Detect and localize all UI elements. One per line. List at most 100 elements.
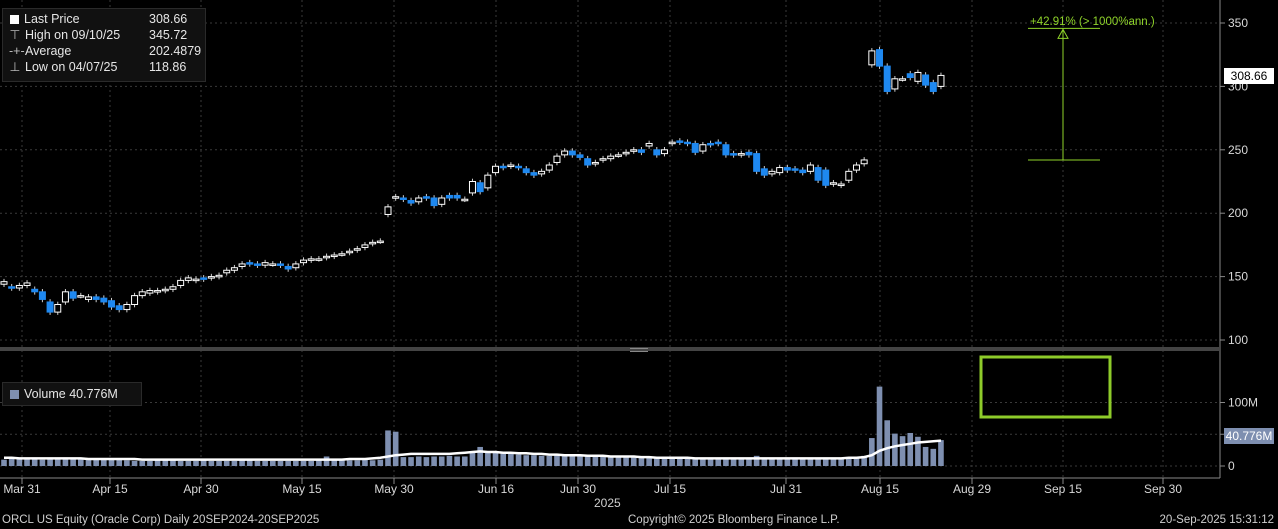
volume-bar bbox=[830, 458, 837, 466]
candle-body bbox=[783, 167, 791, 171]
volume-bar bbox=[907, 432, 914, 466]
volume-bar bbox=[515, 454, 522, 466]
candle-body bbox=[492, 165, 500, 174]
candle-body bbox=[353, 248, 361, 251]
volume-bar bbox=[323, 456, 330, 466]
volume-bar bbox=[884, 420, 890, 466]
candle-body bbox=[61, 291, 69, 303]
volume-bar bbox=[546, 455, 553, 466]
volume-bar bbox=[262, 460, 268, 466]
candle-body bbox=[614, 154, 622, 157]
x-tick-label: Sep 15 bbox=[1044, 482, 1082, 496]
volume-bar bbox=[469, 452, 476, 466]
x-tick-label: Mar 31 bbox=[3, 482, 41, 496]
footer-copyright: Copyright© 2025 Bloomberg Finance L.P. bbox=[628, 514, 840, 526]
candle-body bbox=[146, 290, 154, 294]
volume-bar bbox=[1, 459, 7, 466]
price-tick-label: 250 bbox=[1228, 143, 1248, 157]
candle-body bbox=[515, 165, 523, 169]
legend-last-value: 308.66 bbox=[149, 12, 188, 26]
candle-body bbox=[169, 286, 177, 290]
panel-resize-grip[interactable] bbox=[630, 348, 648, 352]
volume-bar bbox=[446, 455, 453, 466]
volume-bar bbox=[715, 458, 722, 466]
volume-bar bbox=[308, 460, 314, 466]
candle-body bbox=[899, 78, 907, 81]
volume-bar bbox=[254, 460, 261, 466]
candle-body bbox=[184, 277, 192, 281]
candle-body bbox=[161, 288, 169, 292]
volume-bar bbox=[838, 458, 844, 466]
chart-canvas: +42.91% (> 1000%ann.) 100150200250300350… bbox=[0, 0, 1258, 496]
candle-body bbox=[937, 74, 945, 87]
candle-body bbox=[123, 303, 131, 311]
candle-body bbox=[745, 151, 753, 156]
candle-body bbox=[538, 170, 546, 175]
panel-divider[interactable] bbox=[0, 347, 1220, 351]
candle-body bbox=[860, 159, 868, 165]
candle-body bbox=[200, 277, 208, 280]
candle-body bbox=[653, 149, 661, 156]
volume-bar bbox=[738, 459, 745, 466]
price-legend: Last Price 308.66 ⊤ High on 09/10/25 345.… bbox=[2, 8, 206, 82]
volume-bar bbox=[8, 457, 15, 466]
volume-bar bbox=[339, 459, 345, 466]
volume-bar bbox=[200, 460, 207, 466]
x-tick-label: Apr 15 bbox=[92, 482, 128, 496]
volume-bar bbox=[78, 459, 84, 466]
candle-body bbox=[814, 167, 822, 181]
volume-bar bbox=[70, 459, 76, 466]
volume-bar bbox=[922, 446, 929, 466]
candle-body bbox=[737, 153, 745, 156]
volume-bar bbox=[646, 457, 652, 466]
volume-tick-label: 0 bbox=[1228, 459, 1235, 473]
candle-body bbox=[192, 278, 200, 282]
volume-bar bbox=[131, 460, 138, 466]
volume-bar bbox=[692, 458, 698, 466]
volume-average-line bbox=[4, 439, 942, 461]
candle-body bbox=[776, 167, 784, 174]
volume-bar bbox=[177, 460, 184, 466]
low-marker-icon: ⊥ bbox=[9, 60, 21, 74]
volume-bar bbox=[846, 458, 852, 466]
volume-bar bbox=[807, 459, 814, 466]
volume-bar bbox=[508, 453, 514, 466]
volume-bar bbox=[538, 455, 545, 466]
candle-body bbox=[384, 206, 392, 215]
volume-bar bbox=[285, 460, 291, 466]
volume-bar bbox=[62, 458, 69, 466]
x-axis-year: 2025 bbox=[594, 496, 621, 510]
candle-body bbox=[323, 255, 331, 259]
candle-body bbox=[108, 300, 116, 308]
candle-body bbox=[676, 140, 684, 143]
candle-body bbox=[230, 267, 238, 271]
candle-body bbox=[868, 50, 876, 66]
volume-bar bbox=[47, 458, 53, 466]
volume-bar bbox=[462, 456, 468, 466]
candle-body bbox=[445, 194, 453, 199]
volume-bar bbox=[753, 455, 760, 466]
candle-body bbox=[154, 290, 162, 293]
candle-body bbox=[77, 295, 85, 298]
volume-bar bbox=[54, 458, 61, 466]
legend-last-price: Last Price bbox=[9, 12, 80, 27]
volume-bar bbox=[423, 457, 430, 466]
annotation-arrow-icon bbox=[1057, 28, 1069, 39]
candle-body bbox=[599, 158, 607, 161]
last-price-tag: 308.66 bbox=[1224, 68, 1274, 84]
volume-bar bbox=[630, 457, 637, 466]
volume-bar bbox=[892, 433, 898, 466]
volume-bar bbox=[707, 458, 714, 466]
volume-bar bbox=[431, 456, 437, 466]
candle-body bbox=[522, 168, 530, 174]
candle-body bbox=[630, 149, 638, 152]
candle-body bbox=[69, 291, 77, 299]
candle-body bbox=[54, 303, 62, 313]
volume-bar bbox=[392, 431, 399, 466]
volume-bar bbox=[124, 460, 130, 466]
candle-body bbox=[760, 168, 768, 176]
volume-bar bbox=[16, 458, 23, 466]
candle-body bbox=[561, 150, 569, 156]
candle-body bbox=[730, 153, 738, 156]
candle-body bbox=[376, 240, 384, 244]
